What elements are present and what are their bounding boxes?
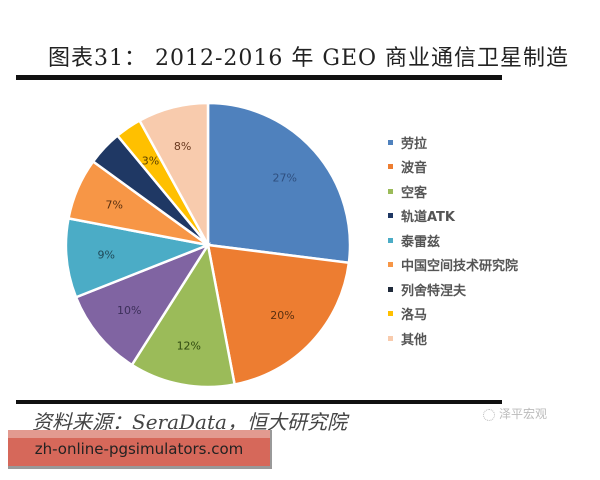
pie-slice-label: 20%	[270, 309, 294, 322]
watermark: 泽平宏观	[483, 405, 547, 422]
pie-slice-1	[206, 101, 352, 265]
pie-slice-4	[74, 242, 212, 367]
legend-label: 劳拉	[401, 136, 428, 152]
pie-slice-9	[137, 101, 210, 246]
legend-item: 波音	[388, 155, 518, 180]
pie-slice-label: 7%	[105, 198, 122, 211]
pie-slice-2	[206, 243, 351, 386]
legend-label: 波音	[401, 161, 428, 177]
legend-label: 列舍特涅夫	[401, 283, 467, 299]
title-divider	[16, 75, 502, 80]
banner-highlight	[8, 430, 270, 438]
legend-swatch-icon	[388, 311, 393, 317]
chart-legend: 劳拉波音空客轨道ATK 泰雷兹中国空间技术研究院 列舍特涅夫洛马其他	[388, 130, 518, 351]
pie-slice-label: 9%	[97, 249, 114, 262]
legend-label: 轨道ATK	[401, 210, 455, 226]
legend-item: 空客	[388, 179, 518, 204]
chart-title: 图表31： 2012-2016 年 GEO 商业通信卫星制造	[48, 46, 570, 71]
legend-swatch-icon	[388, 335, 393, 341]
legend-swatch-icon	[388, 262, 393, 268]
pie-slice-3	[130, 241, 237, 389]
watermark-text: 泽平宏观	[499, 407, 548, 421]
legend-item: 中国空间技术研究院	[388, 253, 518, 278]
pie-slice-label: 10%	[117, 304, 141, 317]
legend-label: 洛马	[401, 308, 428, 324]
footer-divider	[16, 400, 502, 404]
legend-swatch-icon	[388, 237, 393, 243]
pie-slice-5	[64, 216, 213, 299]
legend-item: 列舍特涅夫	[388, 277, 518, 302]
banner-text[interactable]: zh-online-pgsimulators.com	[34, 440, 244, 458]
legend-swatch-icon	[388, 139, 393, 145]
legend-label: 空客	[401, 185, 428, 201]
legend-item: 劳拉	[388, 130, 518, 155]
pie-slice-label: 3%	[142, 154, 159, 167]
legend-swatch-icon	[388, 213, 393, 219]
wechat-logo-icon	[483, 408, 495, 421]
legend-swatch-icon	[388, 188, 393, 194]
legend-item: 泰雷兹	[388, 228, 518, 253]
pie-slice-label: 12%	[177, 339, 201, 352]
legend-label: 泰雷兹	[401, 234, 441, 250]
legend-swatch-icon	[388, 164, 393, 170]
legend-label: 其他	[401, 332, 428, 348]
legend-item: 轨道ATK	[388, 204, 518, 229]
site-banner[interactable]: zh-online-pgsimulators.com	[8, 430, 272, 469]
legend-swatch-icon	[388, 286, 393, 292]
pie-slice-label: 27%	[272, 171, 296, 184]
pie-slice-label: 8%	[174, 140, 191, 153]
legend-item: 洛马	[388, 302, 518, 327]
legend-label: 中国空间技术研究院	[401, 259, 519, 275]
legend-item: 其他	[388, 326, 518, 351]
